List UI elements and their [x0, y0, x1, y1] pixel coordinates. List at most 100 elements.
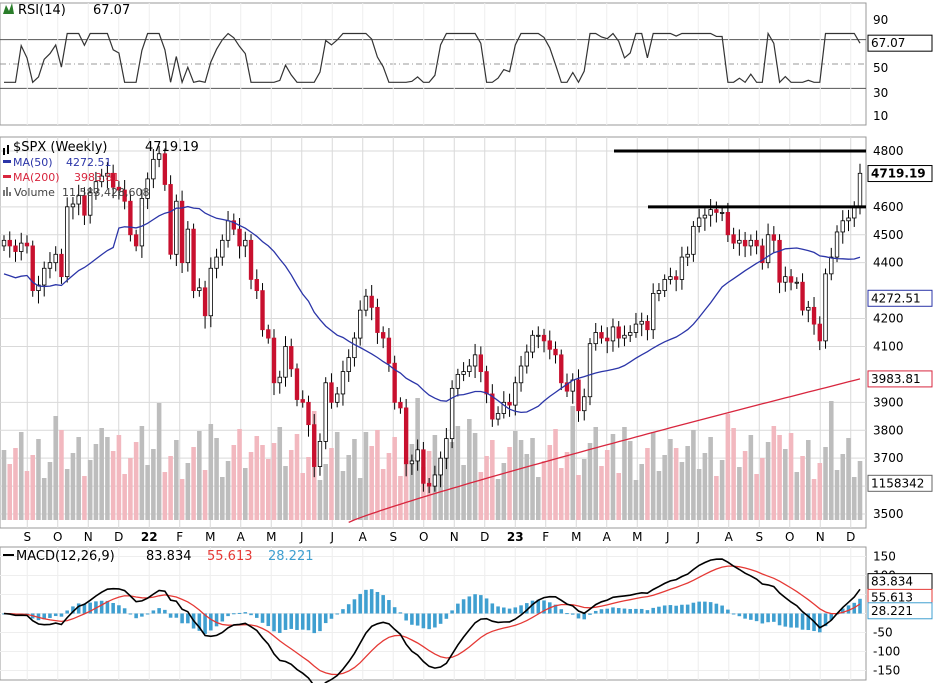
- hist-tag: 28.221: [871, 604, 913, 618]
- month-label: 22: [141, 530, 158, 544]
- month-label: A: [725, 530, 734, 544]
- volume-bar: [329, 448, 334, 520]
- volume-bar: [380, 469, 386, 520]
- candle-body: [662, 279, 667, 292]
- candle-body: [168, 184, 173, 255]
- candle-body: [857, 172, 863, 208]
- macd-hist-bar: [174, 613, 179, 618]
- macd-hist-bar: [444, 613, 449, 619]
- last-price-tag-box: [867, 165, 933, 183]
- candle-body: [335, 393, 340, 403]
- rsi-tick: 90: [873, 13, 888, 27]
- candle-body: [403, 407, 409, 465]
- volume-bar: [725, 414, 731, 520]
- macd-hist-bar: [76, 603, 81, 614]
- candle-body: [133, 234, 139, 247]
- volume-bar: [156, 403, 162, 520]
- candle-body: [719, 212, 725, 214]
- price-tick: 4100: [873, 339, 904, 353]
- macd-hist-bar: [461, 599, 466, 614]
- rsi-value: 67.07: [93, 3, 130, 18]
- macd-hist-bar: [588, 613, 592, 615]
- volume-bar: [76, 437, 81, 520]
- macd-hist-bar: [582, 613, 587, 620]
- volume-bar: [53, 416, 58, 520]
- volume-bar: [340, 471, 346, 520]
- candle-body: [702, 214, 708, 219]
- volume-bar: [719, 460, 725, 520]
- candle-body: [70, 203, 76, 208]
- volume-bar: [834, 470, 840, 520]
- price-legend: $SPX (Weekly) 4719.19 MA(50) 4272.51 MA(…: [3, 140, 199, 199]
- macd-hist-bar: [243, 612, 248, 614]
- volume-bar: [151, 449, 156, 520]
- macd-hist-bar: [272, 613, 276, 632]
- month-label: M: [266, 530, 276, 544]
- candle-body: [1, 239, 7, 247]
- macd-hist-bar: [708, 602, 713, 614]
- volume-bar: [30, 455, 36, 520]
- volume-bar: [662, 455, 667, 520]
- macd-hist-bar: [346, 604, 351, 614]
- volume-bar: [495, 479, 501, 520]
- volume-bar: [811, 479, 817, 520]
- macd-line: [3, 558, 861, 683]
- macd-hist-bar: [743, 613, 747, 619]
- macd-hist-bar: [438, 613, 443, 624]
- volume-bar: [622, 427, 627, 520]
- candle-body: [174, 200, 179, 255]
- candle-body: [306, 401, 311, 426]
- macd-hist-bar: [599, 609, 604, 614]
- macd-hist-bar: [122, 608, 127, 614]
- price-tick: 3800: [873, 423, 904, 437]
- volume-bar: [547, 445, 553, 520]
- macd-hist-bar: [427, 613, 431, 630]
- macd-hist-bar: [145, 613, 150, 615]
- candle-body: [139, 198, 145, 247]
- macd-hist-bar: [249, 613, 253, 616]
- candle-body: [42, 267, 47, 286]
- macd-hist-bar: [226, 613, 230, 617]
- macd-hist-bar: [616, 608, 621, 614]
- macd-hist-bar: [421, 613, 426, 629]
- macd-hist-bar: [846, 605, 851, 614]
- macd-hist-bar: [157, 608, 161, 614]
- macd-hist-bar: [553, 604, 558, 614]
- volume-bar: [788, 433, 794, 520]
- candle-body: [386, 337, 392, 364]
- candle-body: [426, 482, 432, 487]
- macd-hist-bar: [111, 603, 115, 614]
- volume-bar: [564, 452, 570, 520]
- volume-bar: [174, 440, 179, 520]
- volume-bar: [679, 462, 685, 520]
- macd-hist-bar: [392, 607, 397, 614]
- volume-bar: [208, 424, 214, 520]
- price-tick: 3700: [873, 451, 904, 465]
- volume-bar: [225, 461, 231, 520]
- volume-bar: [392, 437, 397, 520]
- candle-body: [748, 239, 754, 247]
- volume-bar: [467, 419, 472, 520]
- candle-body: [691, 225, 696, 255]
- macd-hist-bar: [806, 613, 811, 631]
- candle-body: [271, 337, 277, 384]
- macd-hist-bar: [484, 598, 489, 614]
- volume-value: 11,583,428,608: [62, 186, 149, 199]
- volume-bar: [828, 401, 834, 520]
- volume-bar: [627, 441, 633, 520]
- volume-bar: [645, 448, 650, 520]
- price-axis: 4800460045004400420041003900380037003600…: [873, 144, 904, 521]
- candle-body: [645, 320, 650, 331]
- candle-body: [507, 401, 512, 406]
- month-label: O: [785, 530, 794, 544]
- volume-bar: [323, 464, 328, 520]
- candle-body: [490, 393, 495, 420]
- candle-body: [593, 332, 598, 345]
- macd-hist-bar: [300, 613, 305, 630]
- volume-bar: [558, 468, 564, 520]
- macd-hist-bar: [105, 600, 110, 614]
- macd-hist-bar: [335, 613, 339, 615]
- candle-body: [323, 382, 328, 442]
- macd-hist-bar: [151, 610, 156, 614]
- volume-bar: [271, 443, 277, 520]
